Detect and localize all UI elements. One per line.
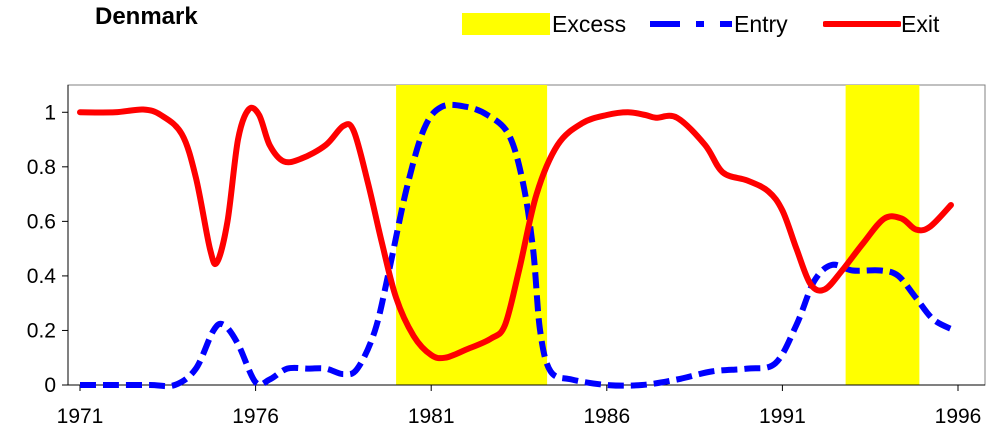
legend-label-excess: Excess bbox=[552, 10, 627, 37]
x-tick-label-5: 1996 bbox=[935, 405, 982, 428]
legend-item-exit: Exit bbox=[823, 6, 939, 42]
legend: Excess Entry Exit bbox=[460, 6, 980, 42]
excess-band-1 bbox=[845, 85, 920, 385]
legend-item-entry: Entry bbox=[648, 6, 788, 42]
series-line-exit bbox=[77, 104, 954, 362]
y-tick-label-4: 0.8 bbox=[27, 156, 56, 179]
x-tick-label-3: 1986 bbox=[583, 405, 630, 428]
excess-band-0 bbox=[396, 85, 548, 385]
x-tick-label-0: 1971 bbox=[57, 405, 104, 428]
legend-swatch-exit bbox=[823, 21, 901, 27]
y-tick-label-5: 1 bbox=[44, 101, 56, 124]
y-tick-label-0: 0 bbox=[44, 374, 56, 397]
x-tick-label-4: 1991 bbox=[759, 405, 806, 428]
legend-label-entry: Entry bbox=[734, 10, 788, 37]
legend-swatch-excess bbox=[462, 13, 550, 35]
x-tick-label-2: 1981 bbox=[408, 405, 455, 428]
legend-swatch-entry bbox=[650, 21, 732, 27]
x-tick-label-1: 1976 bbox=[232, 405, 279, 428]
legend-item-excess: Excess bbox=[462, 6, 626, 42]
y-tick-label-3: 0.6 bbox=[27, 210, 56, 233]
series-line-entry bbox=[80, 101, 956, 390]
chart-title: Denmark bbox=[95, 3, 198, 30]
y-tick-label-2: 0.4 bbox=[27, 265, 57, 288]
y-tick-label-1: 0.2 bbox=[27, 319, 56, 342]
legend-label-exit: Exit bbox=[901, 10, 940, 37]
